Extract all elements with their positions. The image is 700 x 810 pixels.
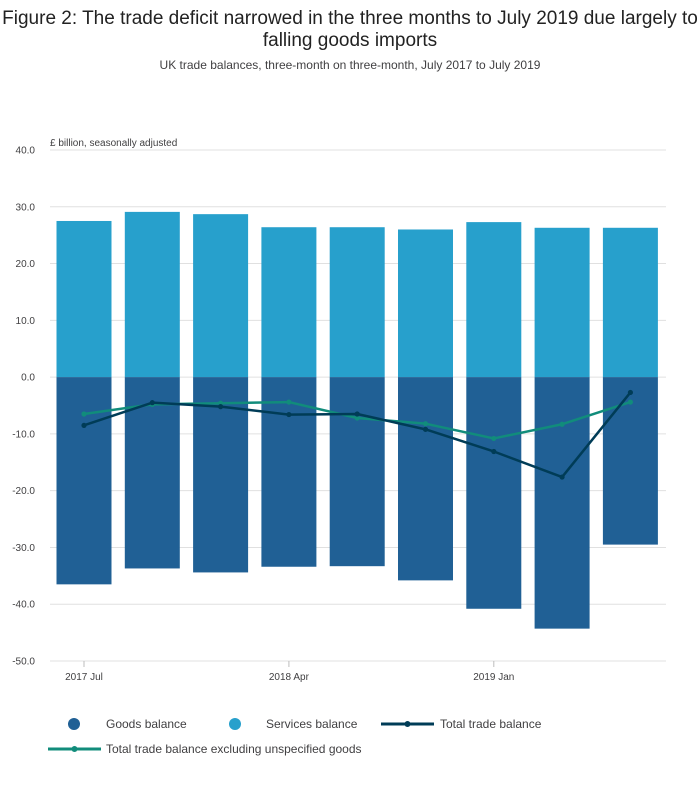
services-bar <box>466 222 522 378</box>
y-tick-label: -10.0 <box>12 429 35 440</box>
goods-bar <box>56 377 112 585</box>
total-excl-unspecified-point <box>627 399 634 405</box>
y-tick-label: -40.0 <box>12 600 35 611</box>
legend-label: Goods balance <box>106 717 187 731</box>
services-bar <box>56 220 112 378</box>
y-tick-label: 40.0 <box>16 146 36 157</box>
legend-label: Services balance <box>266 717 358 731</box>
total-trade-balance-point <box>354 411 360 417</box>
total-excl-unspecified-point <box>81 411 87 417</box>
y-tick-label: -50.0 <box>12 657 35 668</box>
goods-bar <box>329 377 385 567</box>
goods-bar <box>261 377 317 567</box>
goods-bar <box>466 377 522 609</box>
services-bar <box>193 214 249 378</box>
total-trade-balance-point <box>149 400 155 406</box>
legend-swatch-dot <box>71 746 78 752</box>
y-tick-label: 30.0 <box>16 202 36 213</box>
total-excl-unspecified-point <box>491 435 497 442</box>
x-tick-label: 2018 Apr <box>269 672 310 683</box>
total-excl-unspecified-point <box>286 399 292 405</box>
services-bar <box>602 227 658 378</box>
legend-swatch-dot <box>404 721 411 727</box>
chart-subtitle: UK trade balances, three-month on three-… <box>159 58 541 72</box>
total-trade-balance-point <box>218 404 224 410</box>
services-bar <box>124 211 180 378</box>
total-excl-unspecified-point <box>559 421 565 427</box>
total-trade-balance-point <box>491 448 497 455</box>
legend-swatch <box>68 718 80 730</box>
y-axis-label: £ billion, seasonally adjusted <box>50 138 177 149</box>
y-tick-label: -30.0 <box>12 543 35 554</box>
total-trade-balance-point <box>422 426 429 432</box>
total-excl-unspecified-point <box>422 421 429 427</box>
y-tick-label: 10.0 <box>16 316 36 327</box>
services-bar <box>534 227 590 378</box>
total-trade-balance-point <box>627 389 634 396</box>
total-trade-balance-point <box>286 411 292 418</box>
x-tick-label: 2017 Jul <box>65 672 103 683</box>
y-tick-label: -20.0 <box>12 486 35 497</box>
x-tick-label: 2019 Jan <box>473 672 514 683</box>
y-tick-label: 0.0 <box>21 373 35 384</box>
services-bar <box>398 229 453 378</box>
total-excl-unspecified-point <box>354 415 360 421</box>
services-bar <box>329 227 385 378</box>
legend-label: Total trade balance excluding unspecifie… <box>106 742 362 756</box>
total-trade-balance-point <box>81 422 87 428</box>
goods-bar <box>602 377 658 545</box>
legend-swatch <box>229 718 241 730</box>
legend-label: Total trade balance <box>440 717 542 731</box>
y-tick-label: 20.0 <box>16 259 36 270</box>
goods-bar <box>534 377 590 629</box>
services-bar <box>261 227 317 378</box>
goods-bar <box>398 377 453 581</box>
total-trade-balance-point <box>559 474 565 480</box>
chart-title: Figure 2: The trade deficit narrowed in … <box>2 8 698 51</box>
